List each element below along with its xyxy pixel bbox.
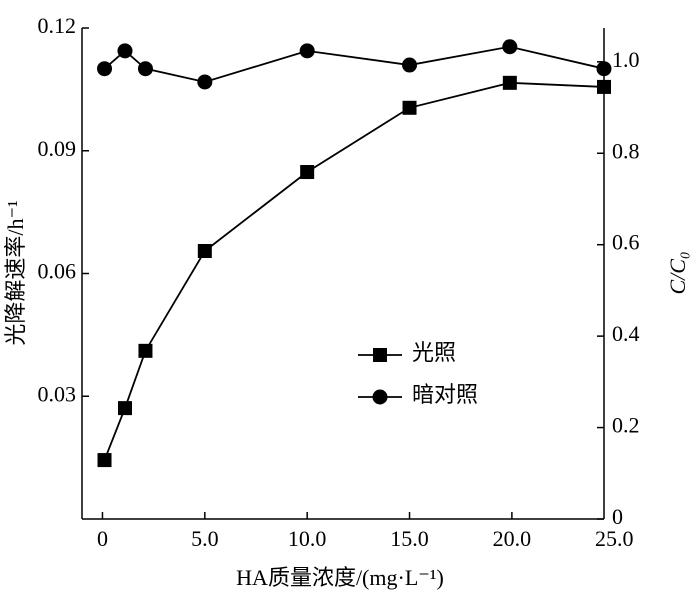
point [97, 61, 113, 77]
y-tick-label: 0.12 [38, 13, 77, 38]
point [117, 401, 132, 416]
y-tick-label: 0.09 [38, 136, 77, 161]
y2-tick-label: 0 [612, 504, 623, 529]
legend-label: 暗对照 [412, 382, 478, 407]
point [502, 39, 518, 55]
point [299, 43, 315, 59]
point [137, 61, 153, 77]
x-tick-label: 25.0 [595, 526, 634, 551]
point [300, 165, 315, 180]
x-tick-label: 0 [97, 526, 108, 551]
point [402, 100, 417, 115]
legend-marker [372, 389, 388, 405]
x-tick-label: 5.0 [191, 526, 219, 551]
x-axis-label: HA质量浓度/(mg·L⁻¹) [236, 565, 444, 590]
y2-tick-label: 1.0 [612, 47, 640, 72]
y2-tick-label: 0.4 [612, 321, 640, 346]
y-axis-label: 光降解速率/h⁻¹ [3, 200, 28, 345]
y2-tick-label: 0.8 [612, 138, 640, 163]
point [138, 343, 153, 358]
y2-axis-label: C/C₀ [665, 251, 690, 294]
x-tick-label: 20.0 [493, 526, 532, 551]
legend-marker [373, 348, 387, 362]
y-tick-label: 0.03 [38, 381, 77, 406]
point [97, 453, 112, 468]
series-line [103, 45, 605, 83]
y-tick-label: 0.06 [38, 259, 77, 284]
point [502, 75, 517, 90]
point [596, 61, 612, 77]
point [197, 74, 213, 90]
y2-tick-label: 0.2 [612, 413, 640, 438]
series-line [103, 81, 605, 461]
x-tick-label: 15.0 [390, 526, 429, 551]
point [197, 243, 212, 258]
y2-tick-label: 0.6 [612, 230, 640, 255]
point [117, 43, 133, 59]
point [402, 57, 418, 73]
x-tick-label: 10.0 [288, 526, 327, 551]
point [597, 79, 611, 94]
legend-label: 光照 [412, 340, 456, 365]
